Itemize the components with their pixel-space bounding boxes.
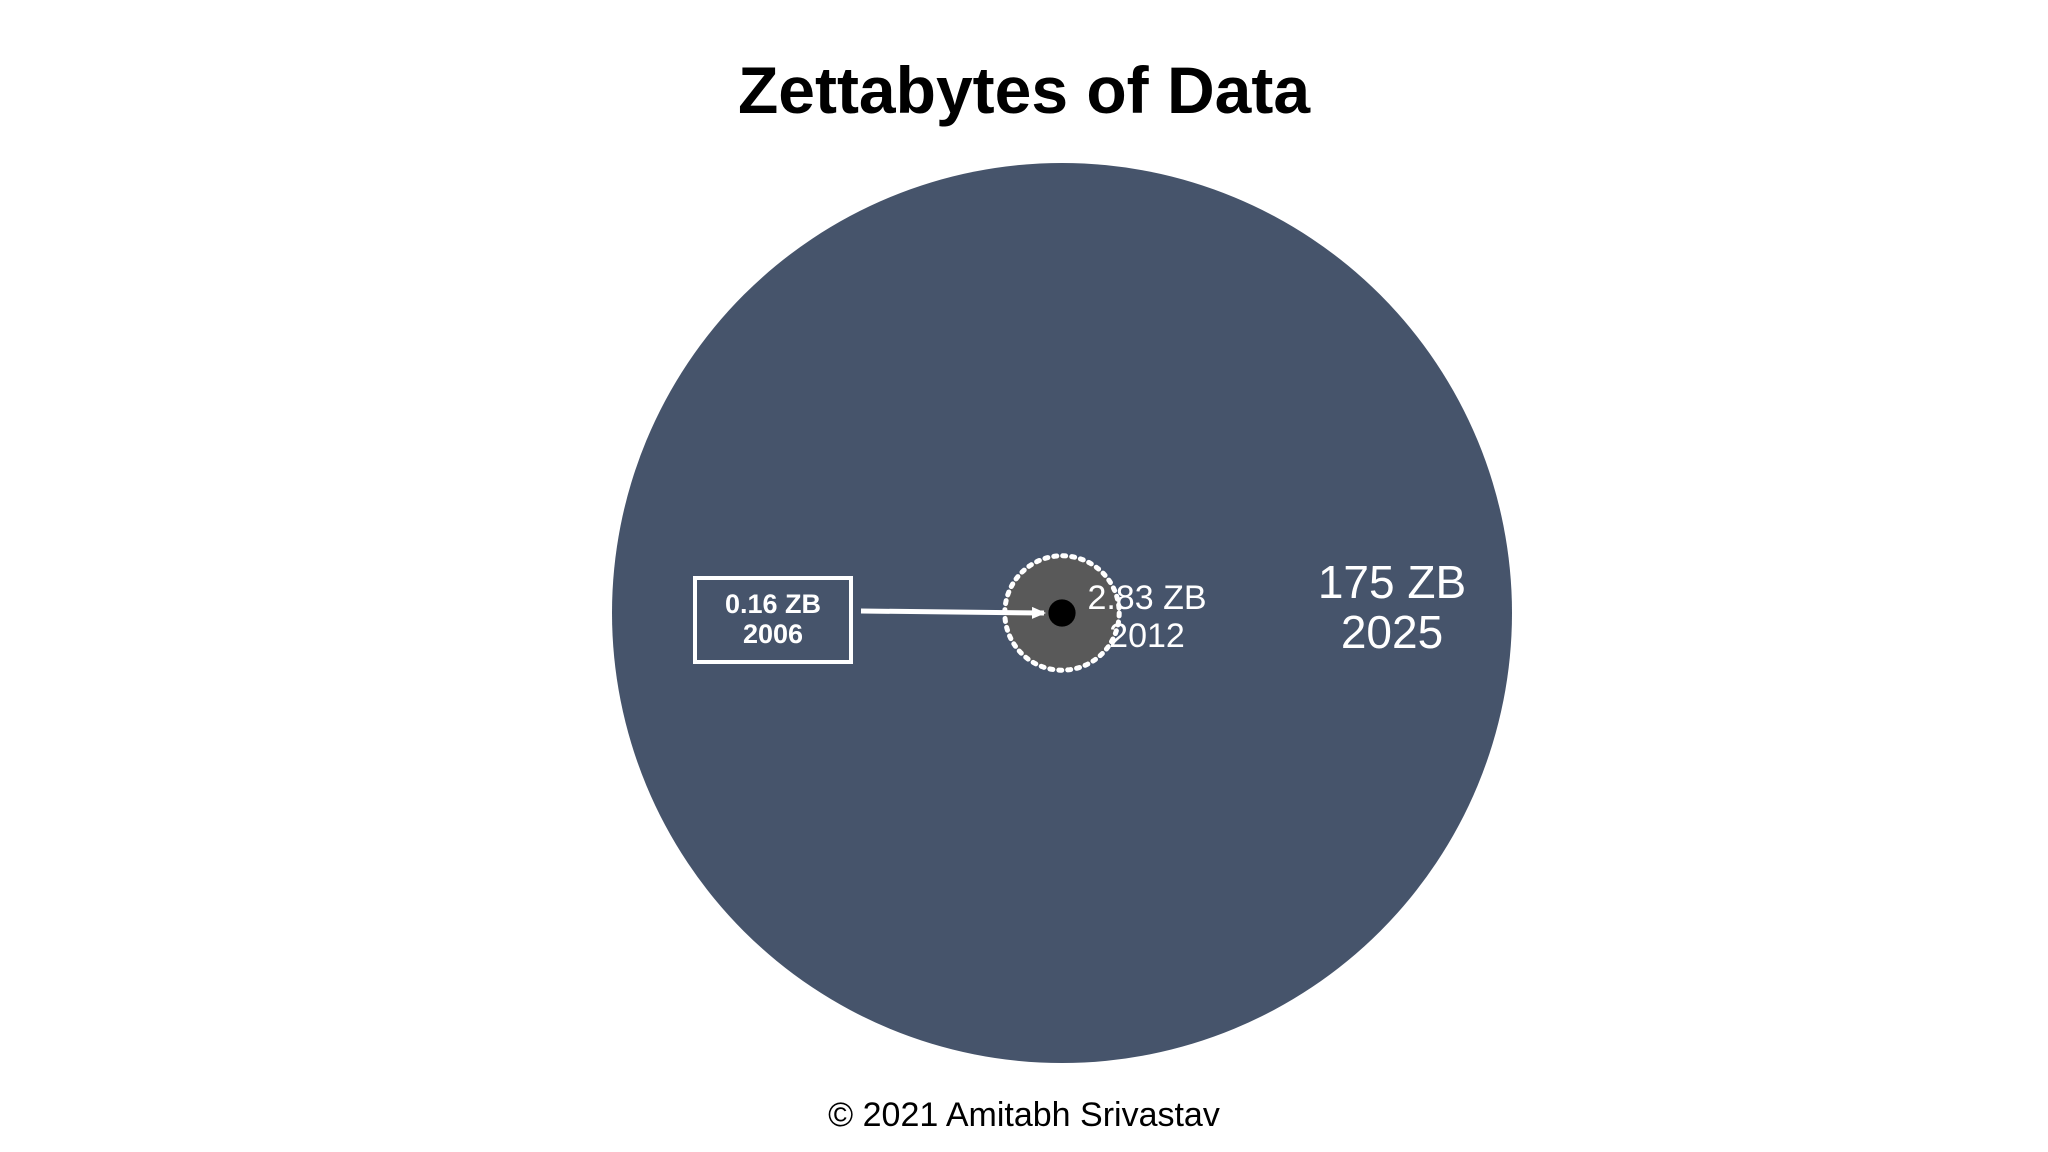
label-2012-value: 2.83 ZB bbox=[1087, 579, 1206, 617]
callout-2006: 0.16 ZB 2006 bbox=[693, 576, 1046, 664]
chart-title: Zettabytes of Data bbox=[737, 53, 1311, 127]
label-2025-value: 175 ZB bbox=[1318, 556, 1466, 608]
label-2012-year: 2012 bbox=[1109, 617, 1185, 655]
label-2025-year: 2025 bbox=[1341, 606, 1443, 658]
callout-box bbox=[693, 576, 853, 664]
callout-2006-value: 0.16 ZB bbox=[725, 589, 821, 619]
copyright-footer: © 2021 Amitabh Srivastav bbox=[828, 1096, 1220, 1134]
callout-arrow bbox=[860, 606, 1046, 619]
bubble-2006 bbox=[1048, 599, 1076, 627]
callout-2006-year: 2006 bbox=[743, 619, 803, 649]
